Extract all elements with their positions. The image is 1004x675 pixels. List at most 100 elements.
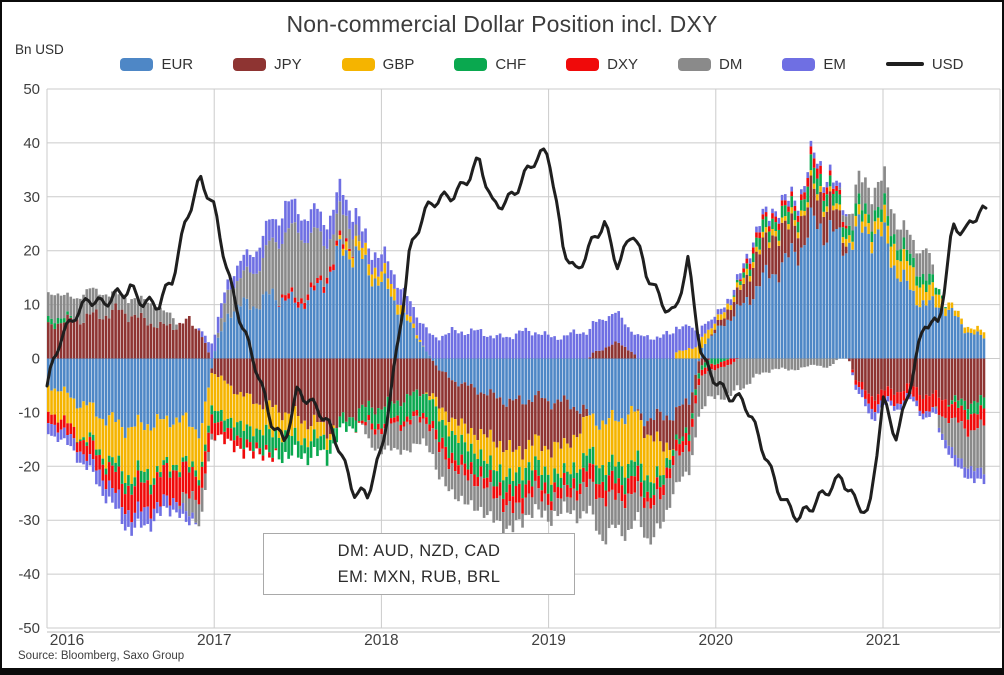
bar-segment-chf [319,436,322,451]
bar-segment-dxy [383,423,387,429]
bar-segment-dxy [197,485,201,505]
bar-segment-jpy [245,358,249,394]
bar-segment-em [800,189,803,195]
bar-segment-jpy [777,245,781,283]
bar-segment-gbp [409,316,412,323]
bar-segment-chf [860,210,864,222]
bar-segment-jpy [732,302,736,317]
bar-segment-dxy [774,216,778,223]
bar-segment-em [220,303,223,319]
bar-segment-gbp [591,413,595,447]
bar-segment-dxy [428,424,431,432]
bar-segment-em [213,334,217,352]
bar-segment-dxy [719,362,723,367]
bar-segment-jpy [803,215,806,246]
bar-segment-chf [934,287,938,295]
bar-segment-dm [463,475,467,505]
bar-segment-dxy [187,472,191,499]
bar-segment-jpy [889,358,893,389]
bar-segment-eur [937,307,941,359]
bar-segment-eur [931,296,935,359]
bar-segment-gbp [764,227,768,233]
bar-segment-chf [838,194,842,205]
bar-segment-eur [774,274,778,359]
bar-segment-jpy [758,254,761,287]
bar-segment-jpy [437,370,441,409]
bar-segment-em [181,503,185,514]
bar-segment-dxy [210,414,214,434]
bar-segment-dm [620,501,624,537]
bar-segment-jpy [508,398,512,441]
bar-segment-eur [175,358,178,418]
y-tick-label: 0 [32,351,40,368]
bar-segment-jpy [69,317,73,359]
bar-segment-eur [223,322,226,359]
bar-segment-eur [155,358,159,415]
bar-segment-gbp [556,442,560,474]
bar-segment-em [149,518,153,532]
bar-segment-dxy [864,390,867,399]
bar-segment-eur [947,309,951,359]
bar-segment-em [809,140,813,147]
bar-segment-em [271,218,274,238]
bar-segment-chf [489,455,492,470]
bar-segment-eur [152,358,156,428]
bar-segment-jpy [873,358,877,401]
bar-segment-jpy [444,372,447,412]
bar-segment-dm [851,213,854,231]
bar-segment-gbp [229,385,233,418]
bar-segment-em [139,511,143,528]
bar-segment-dm [492,498,496,523]
bar-segment-eur [377,285,380,359]
bar-segment-jpy [566,399,569,444]
bar-segment-jpy [649,418,653,436]
bar-segment-dxy [963,409,967,429]
bar-segment-em [335,192,339,214]
bar-segment-jpy [578,413,582,434]
bar-segment-em [216,316,220,333]
bar-segment-dxy [751,247,755,254]
bar-segment-dxy [207,432,210,452]
em-swatch-icon [782,57,816,71]
bar-segment-dxy [867,393,870,404]
bar-segment-jpy [204,342,207,359]
bar-segment-gbp [175,417,178,465]
bar-segment-em [328,215,332,240]
bar-segment-em [309,209,313,233]
bar-segment-jpy [412,358,415,392]
bar-segment-dxy [431,420,435,429]
bar-segment-dxy [101,464,105,481]
bar-segment-jpy [66,314,69,359]
bar-segment-dxy [716,363,720,369]
bar-segment-dm [431,428,435,455]
bar-segment-eur [322,292,326,359]
bar-segment-dxy [710,363,713,370]
y-tick-label: 10 [23,297,40,314]
bar-segment-dm [56,293,60,319]
bar-segment-dm [588,478,592,506]
bar-segment-chf [341,412,345,424]
bar-segment-dxy [723,361,726,367]
bar-segment-gbp [386,278,390,289]
bar-segment-chf [713,358,717,365]
bar-segment-em [607,316,611,347]
bar-segment-chf [726,358,729,360]
bar-segment-dm [905,229,909,250]
bar-segment-gbp [226,383,230,419]
bar-segment-chf [876,207,880,218]
bar-segment-chf [127,475,130,486]
bar-segment-jpy [216,358,220,378]
bar-segment-dxy [607,475,611,492]
bar-segment-eur [91,358,95,403]
bar-segment-dxy [566,484,569,497]
bar-segment-chf [136,460,140,471]
bar-segment-dxy [133,486,137,513]
bar-segment-jpy [117,310,121,359]
bar-segment-gbp [617,421,620,462]
bar-segment-chf [604,475,608,491]
bar-segment-dxy [216,422,220,436]
bar-segment-dm [675,450,678,483]
bar-segment-gbp [88,402,92,433]
bar-segment-em [425,327,428,352]
bar-segment-em [864,398,867,407]
